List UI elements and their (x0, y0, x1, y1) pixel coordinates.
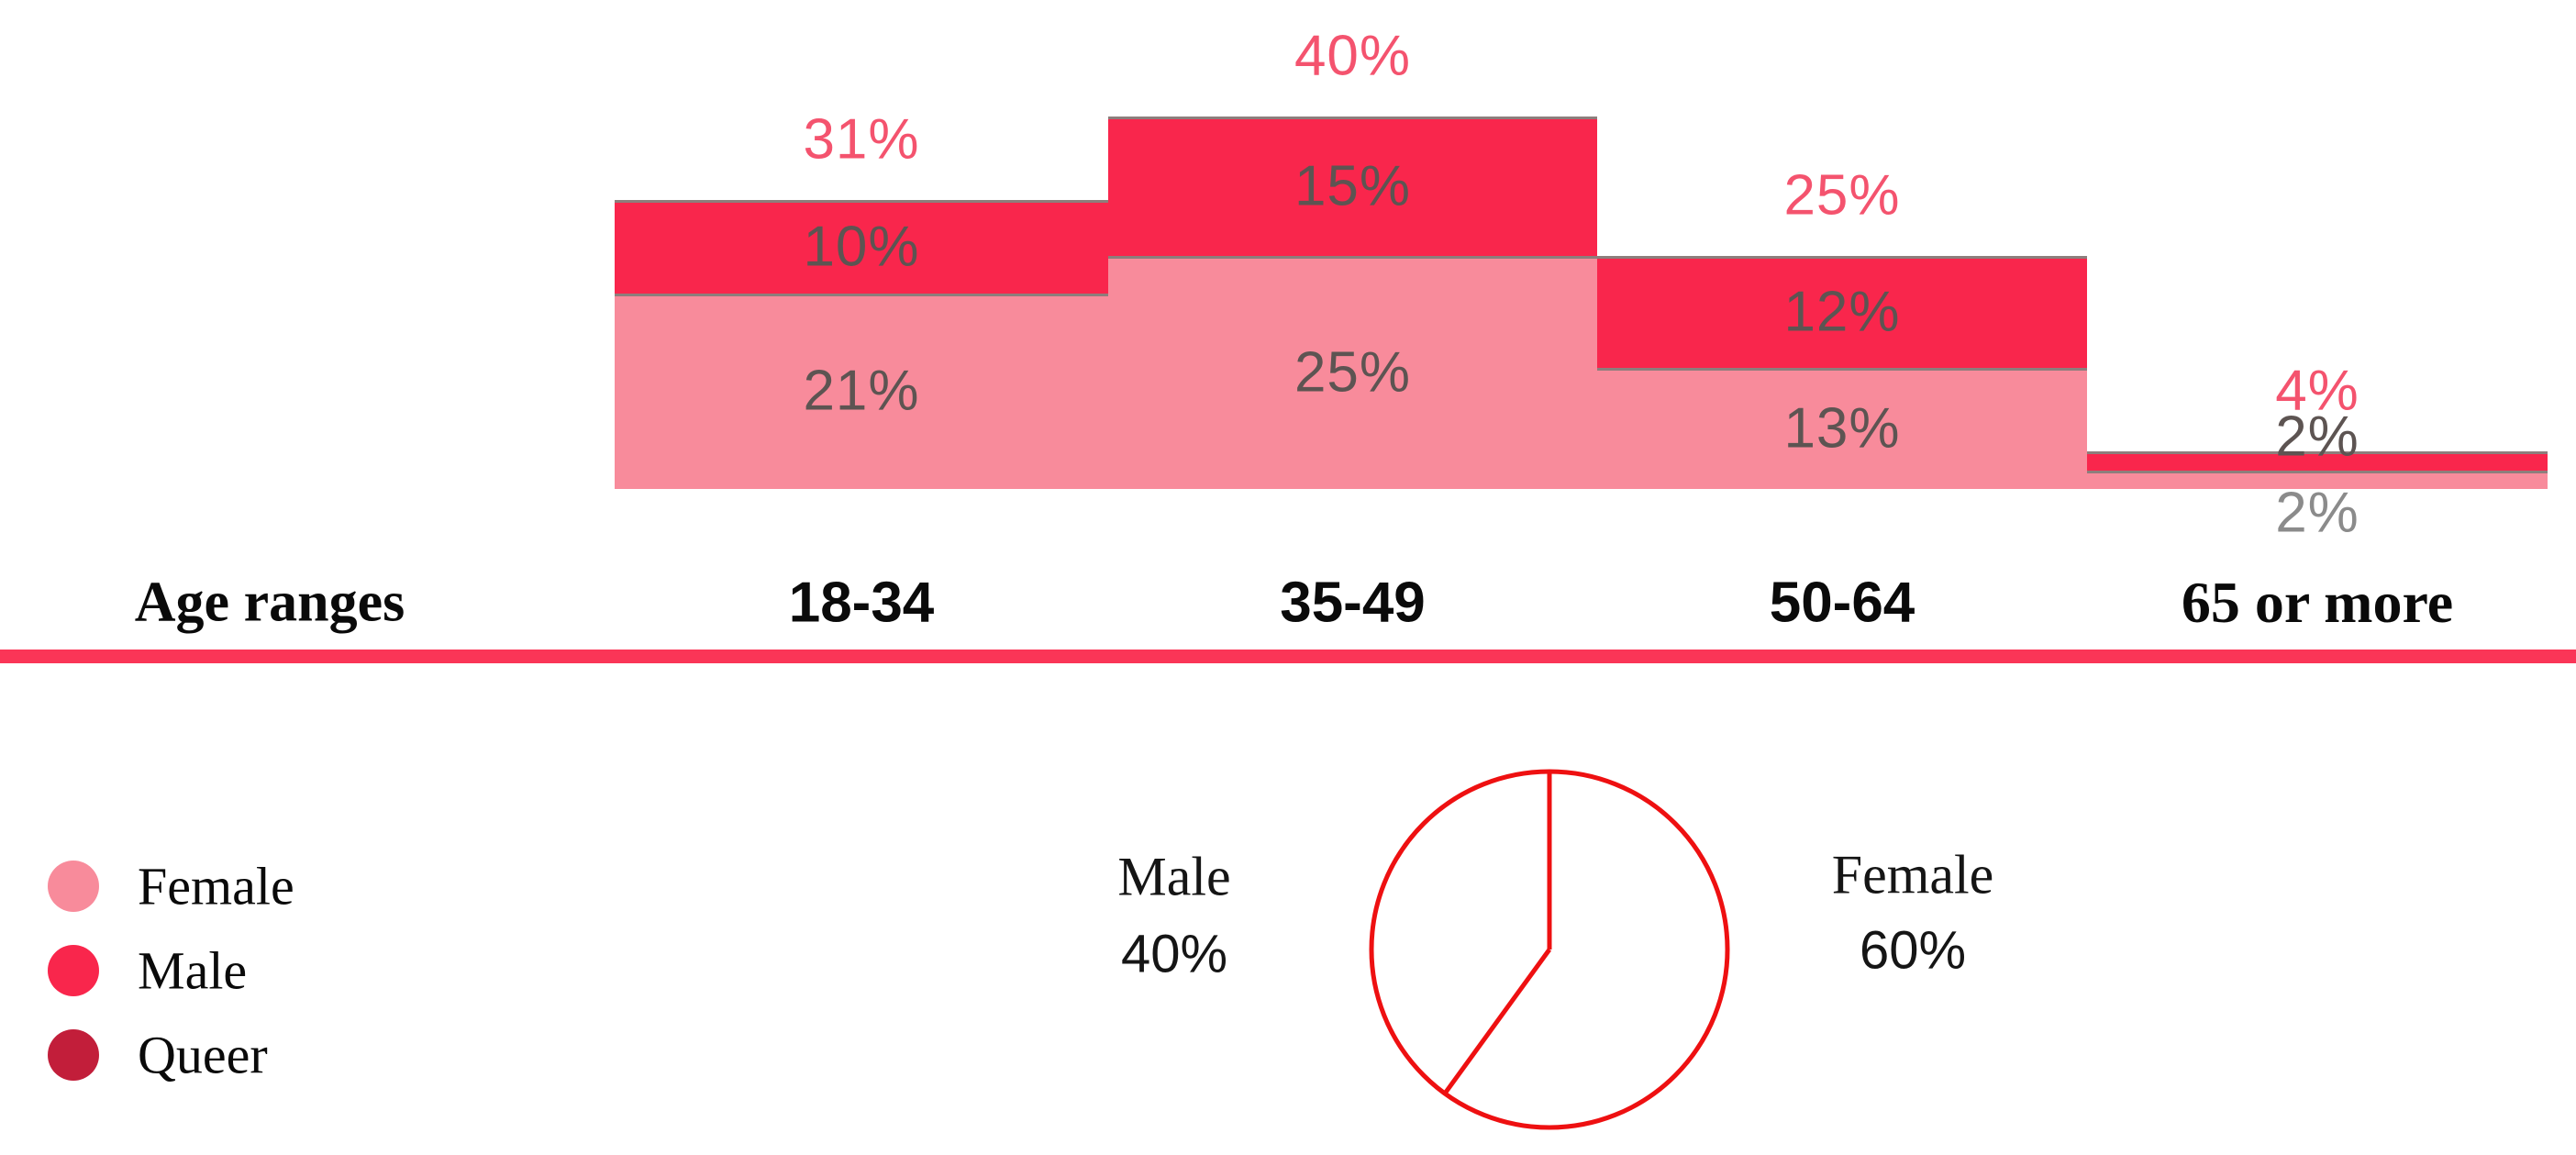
bar-total-label-18-34: 31% (803, 107, 920, 172)
axis-category-18-34: 18-34 (788, 571, 935, 635)
bar-male-label-65 or more: 2% (2275, 405, 2359, 469)
pie-divider-line-split (1442, 948, 1552, 1095)
bar-segment-male-50-64 (1597, 256, 2087, 369)
pie-chart (1369, 769, 1730, 1130)
bar-total-label-35-49: 40% (1294, 24, 1412, 88)
bar-segment-female-35-49 (1108, 256, 1597, 489)
legend-label-queer: Queer (138, 1025, 268, 1085)
bar-total-label-50-64: 25% (1783, 163, 1901, 228)
legend-label-male: Male (138, 940, 248, 1001)
legend-swatch-female (48, 861, 99, 912)
bar-segment-female-50-64 (1597, 368, 2087, 489)
legend-swatch-male (48, 945, 99, 996)
bar-segment-male-18-34 (615, 200, 1108, 294)
bar-female-label-18-34: 21% (803, 359, 920, 423)
axis-category-65 or more: 65 or more (2181, 570, 2454, 635)
bar-segment-female-18-34 (615, 293, 1108, 489)
legend-label-female: Female (138, 856, 294, 916)
legend-swatch-queer (48, 1029, 99, 1081)
bar-segment-male-35-49 (1108, 117, 1597, 257)
axis-underline (0, 650, 2576, 663)
axis-category-50-64: 50-64 (1769, 571, 1915, 635)
bar-female-label-35-49: 25% (1294, 340, 1412, 405)
pie-slice-pct-female: 60% (1859, 920, 1967, 981)
bar-segment-female-65 or more (2087, 470, 2548, 489)
pie-slice-name-female: Female (1831, 844, 1994, 905)
axis-category-35-49: 35-49 (1280, 571, 1426, 635)
pie-slice-pct-male: 40% (1120, 924, 1228, 984)
bar-male-label-18-34: 10% (803, 215, 920, 279)
axis-title: Age ranges (134, 571, 405, 634)
bar-female-label-65 or more: 2% (2275, 481, 2359, 545)
bar-total-label-65 or more: 4% (2275, 359, 2359, 423)
pie-slice-name-male: Male (1117, 846, 1231, 907)
bar-segment-male-65 or more (2087, 451, 2548, 471)
bar-male-label-50-64: 12% (1783, 280, 1901, 344)
bar-male-label-35-49: 15% (1294, 154, 1412, 218)
bar-female-label-50-64: 13% (1783, 396, 1901, 461)
